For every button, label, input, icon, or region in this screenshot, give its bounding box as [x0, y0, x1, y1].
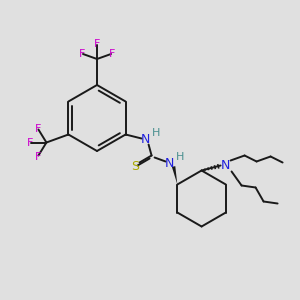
Text: F: F	[27, 137, 34, 148]
Text: F: F	[79, 49, 85, 59]
Text: S: S	[132, 160, 140, 173]
Polygon shape	[172, 166, 177, 184]
Text: H: H	[152, 128, 160, 137]
Text: F: F	[94, 39, 100, 49]
Text: N: N	[141, 133, 150, 146]
Text: F: F	[109, 49, 115, 59]
Text: F: F	[35, 152, 42, 161]
Text: N: N	[221, 159, 230, 172]
Text: N: N	[165, 157, 174, 170]
Text: H: H	[176, 152, 184, 161]
Text: F: F	[35, 124, 42, 134]
